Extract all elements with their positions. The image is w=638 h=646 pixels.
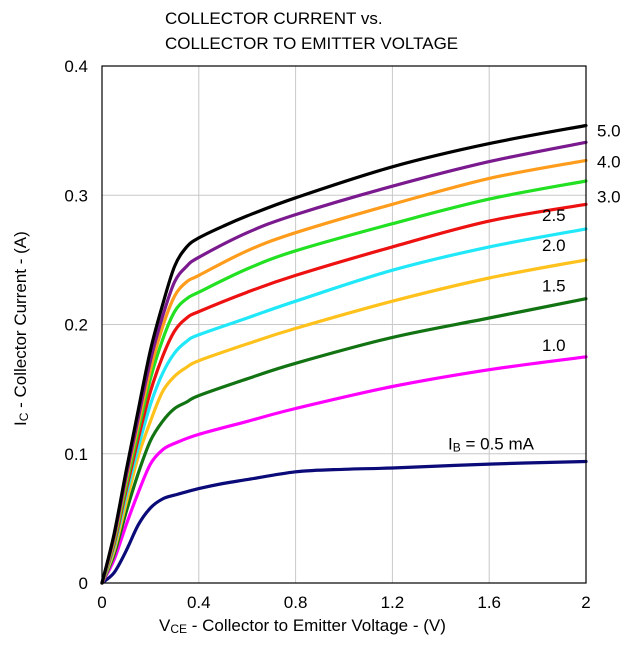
x-tick-label: 2 xyxy=(581,593,590,612)
series-line-ib-2-0 xyxy=(100,258,588,585)
chart-title-line-2: COLLECTOR TO EMITTER VOLTAGE xyxy=(165,34,458,53)
series-lines xyxy=(100,123,588,585)
curve-label-ib-5-0: 5.0 xyxy=(597,121,621,140)
y-tick-label: 0.4 xyxy=(64,57,88,76)
x-axis-label-text: - Collector to Emitter Voltage - (V) xyxy=(187,616,446,635)
y-axis-label-text: - Collector Current - (A) xyxy=(11,231,30,412)
grid xyxy=(102,66,586,583)
series-line-ib-4-5 xyxy=(100,140,588,585)
y-axis-label: IC - Collector Current - (A) xyxy=(11,231,31,426)
series-line-ib-3-0 xyxy=(100,202,588,585)
series-line-ib-4-0 xyxy=(100,158,588,585)
curve-labels: IB = 0.5 mA 1.0 1.5 2.0 2.5 3.0 4.0 5.0 xyxy=(448,121,621,454)
curve-label-ib-2-0: 2.0 xyxy=(542,236,566,255)
curve-label-ib-4-0: 4.0 xyxy=(597,152,621,171)
curve-label-ib-1-5: 1.5 xyxy=(542,277,566,296)
y-tick-label: 0.3 xyxy=(64,186,88,205)
series-line-ib-0-5-ma xyxy=(100,459,588,585)
x-axis-label: VCE - Collector to Emitter Voltage - (V) xyxy=(159,616,446,636)
series-line-ib-1-0 xyxy=(100,355,588,585)
x-tick-label: 0.8 xyxy=(284,593,308,612)
y-axis-label-subscript: C xyxy=(17,412,31,421)
x-axis-label-symbol: V xyxy=(159,616,171,635)
y-axis-label-symbol: I xyxy=(11,421,30,426)
x-tick-label: 0.4 xyxy=(187,593,211,612)
tick-labels: 0 0.4 0.8 1.2 1.6 2 0 0.1 0.2 0.3 0.4 xyxy=(64,57,590,612)
curve-label-ib-0-5: IB = 0.5 mA xyxy=(448,435,535,455)
y-tick-label: 0 xyxy=(79,574,88,593)
series-line-ib-1-5 xyxy=(100,297,588,585)
x-tick-label: 0 xyxy=(97,593,106,612)
x-tick-label: 1.2 xyxy=(381,593,405,612)
x-tick-label: 1.6 xyxy=(477,593,501,612)
curve-label-ib-2-5: 2.5 xyxy=(542,206,566,225)
y-tick-label: 0.2 xyxy=(64,316,88,335)
y-tick-label: 0.1 xyxy=(64,445,88,464)
series-line-ib-5-0 xyxy=(100,123,588,585)
x-axis-label-subscript: CE xyxy=(170,622,187,636)
curve-label-ib-3-0: 3.0 xyxy=(597,187,621,206)
chart-title-line-1: COLLECTOR CURRENT vs. xyxy=(165,9,383,28)
curve-label-ib-1-0: 1.0 xyxy=(542,336,566,355)
plot-frame xyxy=(101,65,587,584)
